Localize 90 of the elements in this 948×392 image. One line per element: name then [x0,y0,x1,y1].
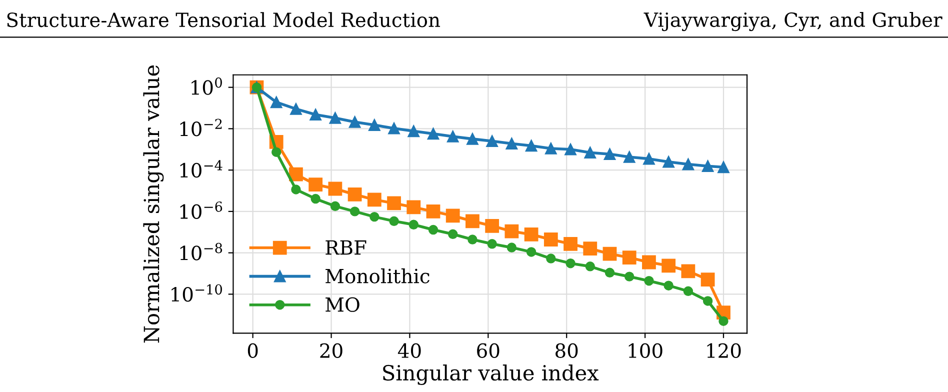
point [700,272,715,286]
point [290,103,302,115]
point [564,236,578,251]
point [718,161,730,174]
text: Vijaywargiya, Cyr, and Gruber [644,12,942,32]
point [350,206,360,216]
point [348,188,362,202]
point [664,280,674,290]
point [427,128,440,140]
point [602,246,617,261]
point [604,148,616,160]
point [428,224,438,235]
point [623,151,636,163]
point [389,216,399,226]
point [584,146,596,158]
point [370,212,380,222]
legend-label: MO [326,297,360,312]
point [544,232,558,246]
y-tick-label: 10$^{−2}$ [180,118,222,136]
y-tick-label: 10$^{−6}$ [180,202,222,219]
point [526,247,536,257]
point [525,140,538,152]
point [271,147,282,157]
point [289,167,303,182]
point [310,108,322,121]
x-tick-label: 100 [628,343,662,358]
point [681,264,696,278]
point [485,218,500,233]
point [718,316,728,326]
y-tick-label: 10$^{−4}$ [180,160,222,178]
point [545,142,557,154]
x-tick-label: 40 [398,343,421,358]
point [388,122,400,134]
point [368,119,380,131]
x-tick-label: 20 [320,343,342,358]
point [585,262,595,272]
point [446,130,459,142]
text: Structure-Aware Tensorial Model Reduction [7,12,440,28]
point [329,112,342,124]
y-tick-label: 10$^{0}$ [192,77,222,95]
x-tick-label: 60 [477,343,500,358]
point [524,228,538,242]
point [348,116,361,128]
point [506,138,518,150]
point [446,208,460,223]
point [466,133,478,145]
point [487,239,497,249]
point [622,250,636,264]
point [583,242,598,256]
x-tick-label: 0 [248,343,258,358]
point [308,178,323,192]
point [702,160,714,172]
point [486,135,498,148]
point [406,200,421,214]
point [504,224,519,238]
y-tick-label: 10$^{−8}$ [180,242,222,260]
point [624,272,634,282]
y-axis-title: Normalized singular value [143,65,164,343]
point [387,196,401,210]
point [662,156,674,168]
point [426,204,440,218]
point [662,258,676,273]
point [683,286,694,296]
point [448,229,458,239]
point [546,254,556,264]
y-tick-label: 10$^{−10}$ [172,284,222,302]
point [564,143,576,156]
point [291,184,301,194]
point [367,192,382,207]
point [328,182,342,196]
point [468,234,478,244]
point [566,258,576,268]
point [644,276,654,286]
point [642,255,656,270]
x-tick-label: 80 [556,343,578,358]
point [270,96,282,108]
x-axis-title: Singular value index [383,364,599,385]
legend-label: Monolithic [326,268,430,284]
point [506,242,517,252]
point [702,296,713,306]
legend-label: RBF [326,240,366,255]
point [408,125,420,138]
point [643,152,655,165]
point [408,220,418,230]
point [682,158,694,170]
point [330,201,340,212]
point [604,268,615,278]
point [466,214,480,228]
x-tick-label: 120 [707,343,741,358]
point [310,194,320,204]
